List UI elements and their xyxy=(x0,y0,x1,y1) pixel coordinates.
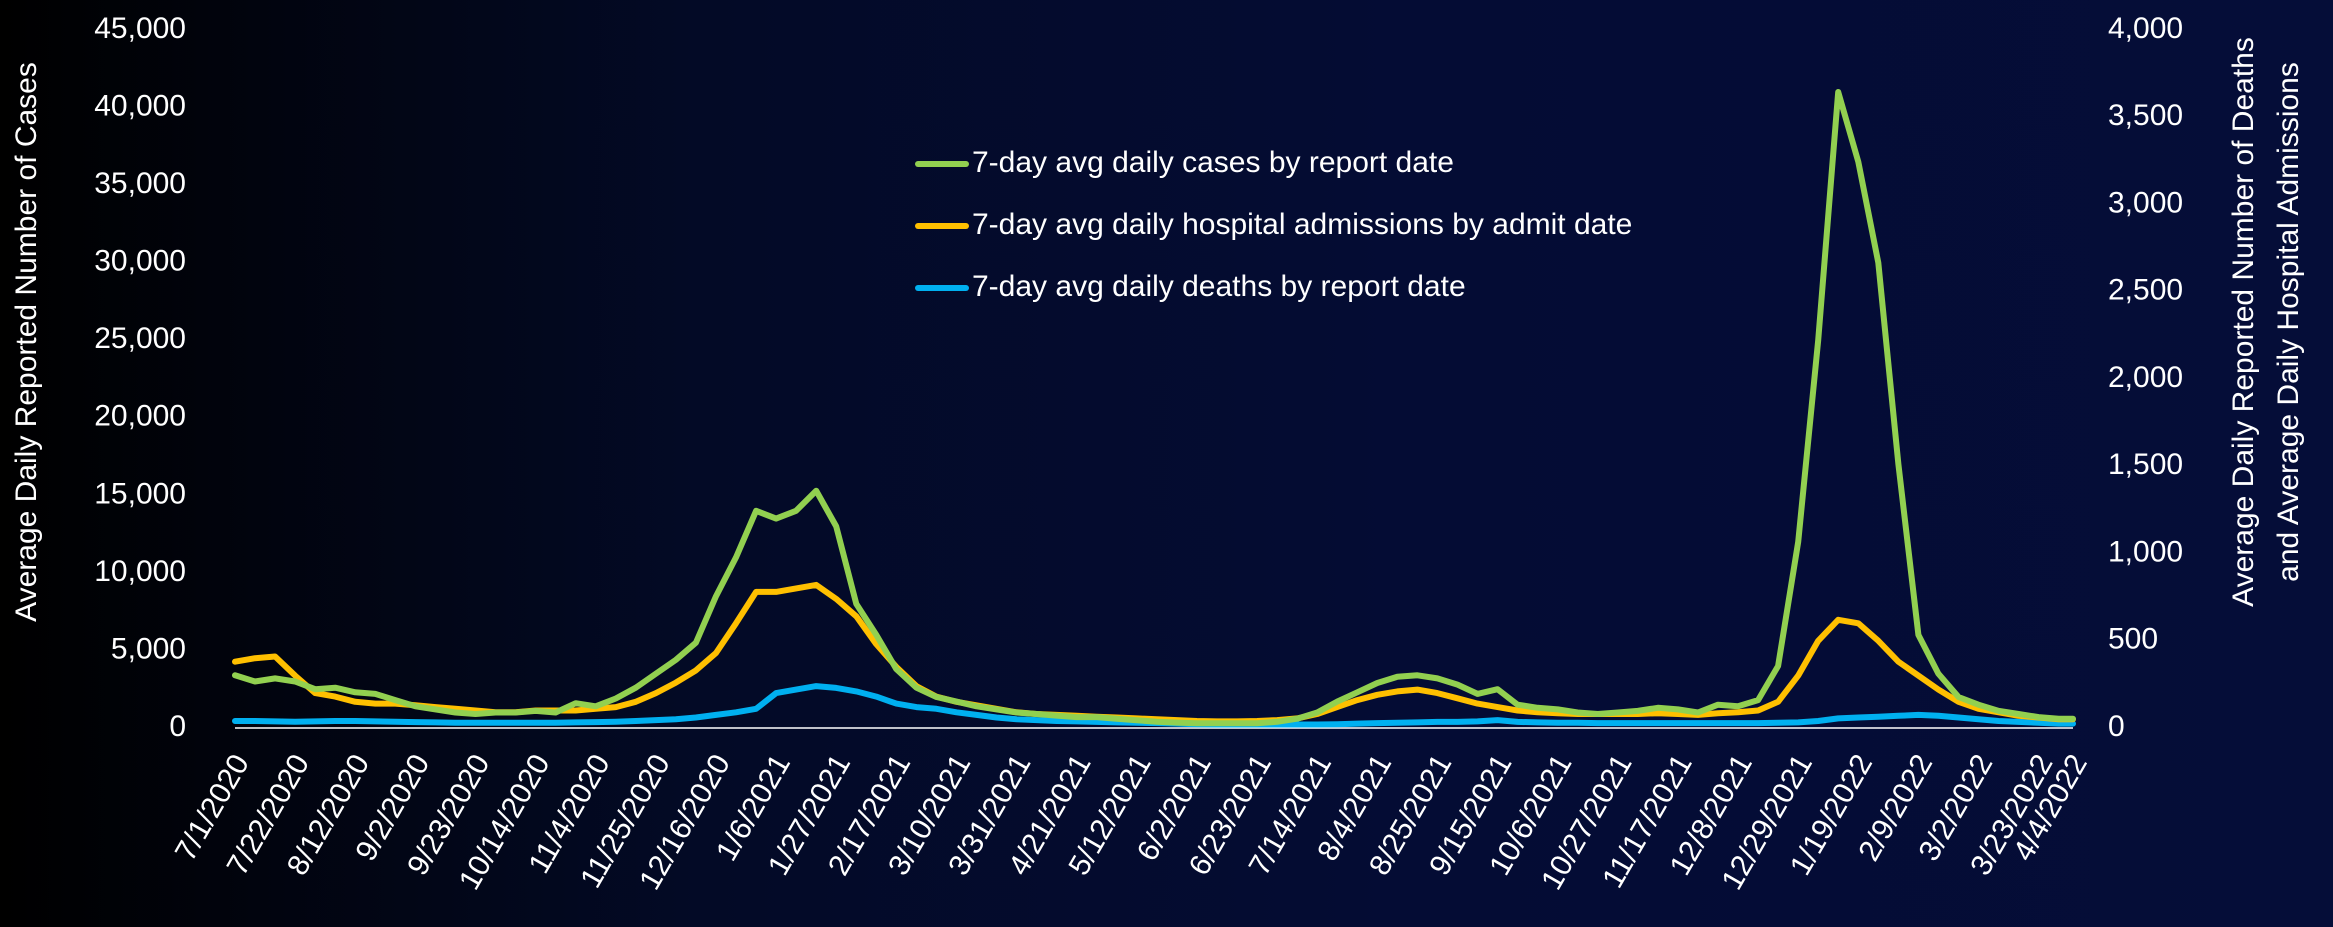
series-line xyxy=(232,89,2076,727)
y-tick-label: 40,000 xyxy=(94,89,186,122)
y2-axis-title: Average Daily Reported Number of Deaths xyxy=(2227,37,2260,607)
y2-tick-label: 3,000 xyxy=(2108,186,2183,219)
y2-tick-label: 500 xyxy=(2108,623,2158,656)
y2-tick-label: 2,000 xyxy=(2108,361,2183,394)
y-tick-label: 35,000 xyxy=(94,167,186,200)
y-axis-title: Average Daily Reported Number of Cases xyxy=(10,62,43,622)
y2-tick-label: 0 xyxy=(2108,710,2125,743)
series-line xyxy=(232,581,2076,725)
y-tick-label: 10,000 xyxy=(94,555,186,588)
y-tick-label: 0 xyxy=(169,710,186,743)
y2-tick-label: 4,000 xyxy=(2108,12,2183,45)
legend-label: 7-day avg daily hospital admissions by a… xyxy=(972,208,1632,241)
y2-tick-label: 1,000 xyxy=(2108,535,2183,568)
y-tick-label: 5,000 xyxy=(111,632,186,665)
y-tick-label: 30,000 xyxy=(94,245,186,278)
y2-tick-label: 2,500 xyxy=(2108,274,2183,307)
y2-axis-title: and Average Daily Hospital Admissions xyxy=(2272,62,2305,582)
y-tick-label: 15,000 xyxy=(94,477,186,510)
y-tick-label: 25,000 xyxy=(94,322,186,355)
y2-tick-label: 3,500 xyxy=(2108,99,2183,132)
legend-label: 7-day avg daily deaths by report date xyxy=(972,270,1466,303)
legend-label: 7-day avg daily cases by report date xyxy=(972,146,1454,179)
y2-tick-label: 1,500 xyxy=(2108,448,2183,481)
y-tick-label: 20,000 xyxy=(94,400,186,433)
y-tick-label: 45,000 xyxy=(94,12,186,45)
